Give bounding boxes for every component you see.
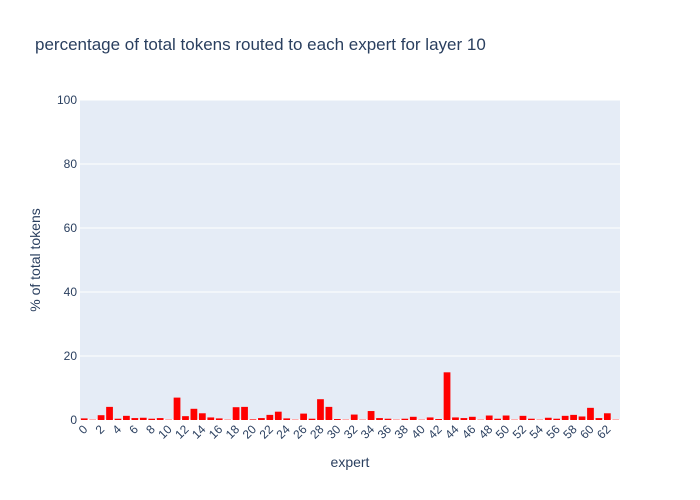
y-tick-label: 40 <box>64 285 78 299</box>
x-tick-label: 0 <box>76 422 91 437</box>
bar-expert-44 <box>452 417 459 420</box>
bar-expert-45 <box>460 418 468 420</box>
bar-expert-21 <box>258 418 265 420</box>
bar-expert-36 <box>384 418 392 420</box>
bars <box>80 372 620 420</box>
bar-expert-58 <box>570 414 577 420</box>
bar-expert-46 <box>468 416 476 420</box>
bar-expert-52 <box>519 415 527 420</box>
bar-expert-0 <box>80 418 88 420</box>
y-tick-label: 0 <box>70 413 77 427</box>
y-axis-title: % of total tokens <box>27 208 43 312</box>
bar-expert-5 <box>123 415 130 420</box>
bar-expert-8 <box>148 418 156 420</box>
bar-expert-14 <box>198 413 206 420</box>
bar-expert-59 <box>578 416 586 420</box>
bar-expert-55 <box>544 417 552 420</box>
bar-expert-16 <box>215 418 223 420</box>
x-tick-label: 62 <box>594 422 614 442</box>
bar-expert-39 <box>409 416 417 420</box>
bar-expert-23 <box>274 411 282 420</box>
bar-expert-7 <box>139 417 147 420</box>
y-tick-label: 100 <box>57 93 77 107</box>
bar-expert-11 <box>173 397 181 420</box>
bar-expert-32 <box>350 414 358 420</box>
x-tick-label: 8 <box>143 422 158 437</box>
bar-expert-50 <box>502 415 510 420</box>
bar-expert-19 <box>241 406 248 420</box>
bar-expert-20 <box>249 419 257 420</box>
bar-expert-22 <box>266 414 274 420</box>
bar-expert-43 <box>443 372 451 420</box>
bar-expert-13 <box>190 408 198 420</box>
x-tick-label: 6 <box>126 422 141 437</box>
bar-expert-4 <box>114 418 122 420</box>
bar-expert-62 <box>603 413 611 420</box>
bar-expert-53 <box>528 418 535 420</box>
bar-expert-9 <box>156 418 164 420</box>
x-axis-title: expert <box>331 454 370 470</box>
bar-expert-56 <box>553 418 561 420</box>
bar-expert-60 <box>587 407 594 420</box>
bar-expert-28 <box>317 399 324 420</box>
bar-expert-12 <box>182 416 189 420</box>
x-axis-ticks: 0 2 4 6 810121416182022242628303234363840424… <box>76 422 614 442</box>
bar-expert-27 <box>308 418 316 420</box>
bar-expert-2 <box>97 415 105 420</box>
x-tick-label: 4 <box>109 422 124 437</box>
y-tick-label: 20 <box>64 349 78 363</box>
bar-expert-24 <box>283 418 291 420</box>
bar-expert-49 <box>494 418 502 420</box>
bar-expert-18 <box>232 407 240 420</box>
bar-expert-35 <box>376 418 383 420</box>
bar-expert-34 <box>367 411 375 420</box>
bar-expert-48 <box>485 415 493 420</box>
bar-expert-41 <box>426 417 434 420</box>
bar-expert-29 <box>325 406 333 420</box>
bar-expert-26 <box>300 413 307 420</box>
bar-expert-15 <box>207 417 215 420</box>
bar-expert-57 <box>561 415 569 420</box>
bar-expert-42 <box>435 419 442 420</box>
bar-expert-6 <box>131 418 139 420</box>
bar-expert-3 <box>106 406 113 420</box>
y-tick-label: 60 <box>64 221 78 235</box>
bar-expert-61 <box>595 418 603 420</box>
chart-title: percentage of total tokens routed to eac… <box>35 35 486 54</box>
y-tick-label: 80 <box>64 157 78 171</box>
plot-area <box>80 100 620 420</box>
bar-expert-38 <box>401 418 409 420</box>
bar-expert-30 <box>333 419 341 420</box>
y-axis-ticks: 0 20 40 60 80 100 <box>57 93 77 427</box>
x-tick-label: 2 <box>93 422 108 437</box>
